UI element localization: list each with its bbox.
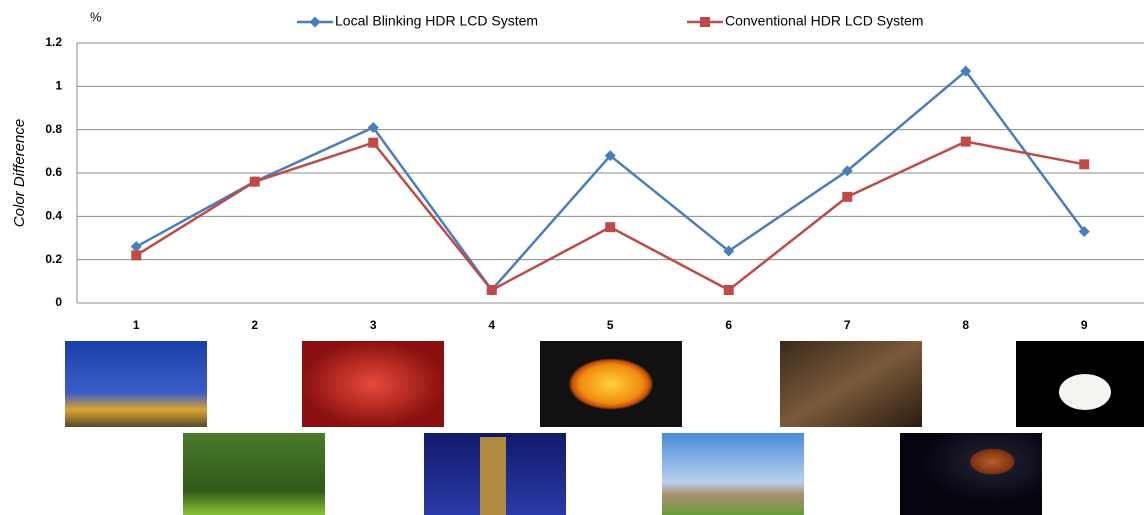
photo: [65, 341, 207, 427]
legend-marker: [700, 17, 710, 27]
x-tick-label: 5: [607, 318, 614, 332]
point: [1079, 159, 1089, 169]
point: [487, 285, 497, 295]
series-line: [136, 142, 1084, 290]
photo: [662, 433, 804, 515]
series-line: [136, 71, 1084, 290]
y-tick-label: 0.8: [45, 122, 62, 136]
x-tick-label: 9: [1081, 318, 1088, 332]
point: [250, 177, 260, 187]
y-unit: %: [90, 9, 102, 24]
x-tick-label: 8: [962, 318, 969, 332]
photo: [183, 433, 325, 515]
y-axis-label: Color Difference: [11, 119, 28, 227]
photo: [540, 341, 682, 427]
y-tick-label: 1.2: [45, 35, 62, 49]
photo: [302, 341, 444, 427]
x-tick-label: 6: [725, 318, 732, 332]
chart: % Color Difference 0 0.2 0.4 0.6 0.8 1 1.2 1 2 3 4…: [0, 0, 1144, 515]
point: [605, 222, 615, 232]
point: [961, 137, 971, 147]
y-tick-label: 0.2: [45, 252, 62, 266]
photo-detail: [480, 437, 506, 515]
photo-detail: [1059, 374, 1111, 410]
x-tick-label: 4: [488, 318, 495, 332]
legend-label: Local Blinking HDR LCD System: [335, 13, 538, 29]
photo: [900, 433, 1042, 515]
point: [131, 250, 141, 260]
x-tick-label: 2: [251, 318, 258, 332]
legend-marker: [310, 17, 321, 28]
photo: [780, 341, 922, 427]
point: [724, 285, 734, 295]
x-tick-label: 1: [133, 318, 140, 332]
legend-label: Conventional HDR LCD System: [725, 13, 923, 29]
point: [842, 192, 852, 202]
x-tick-label: 7: [844, 318, 851, 332]
y-tick-label: 0: [55, 295, 62, 309]
y-tick-label: 0.4: [45, 209, 62, 223]
y-tick-label: 1: [55, 79, 62, 93]
x-tick-label: 3: [370, 318, 377, 332]
y-tick-label: 0.6: [45, 165, 62, 179]
point: [368, 138, 378, 148]
photos: [65, 341, 1144, 515]
